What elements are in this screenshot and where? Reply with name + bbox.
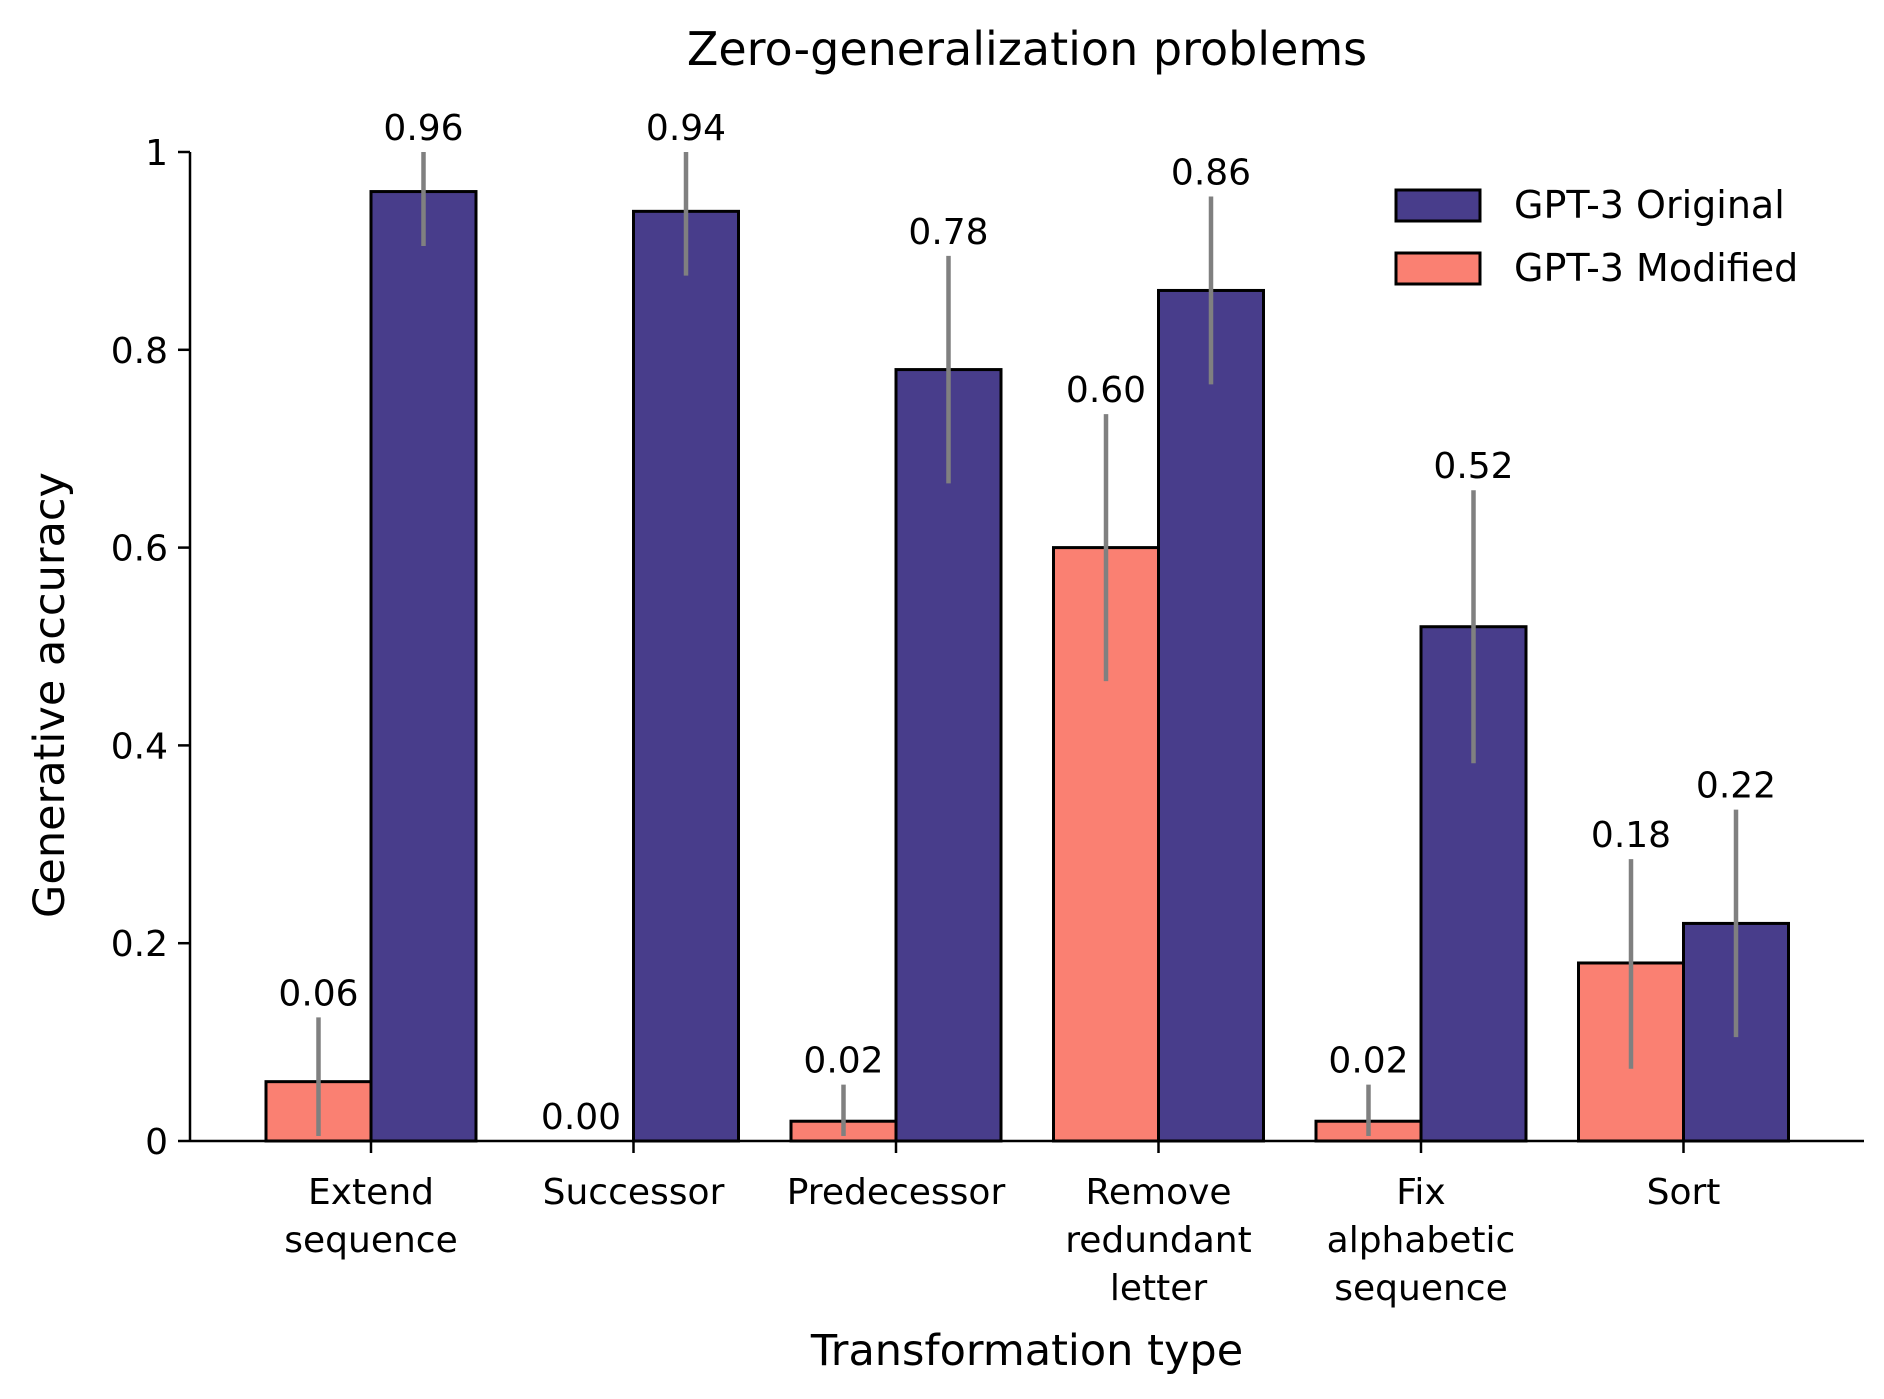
x-tick-label: Remove redundant letter <box>1065 1172 1252 1309</box>
axes-group: 0 0.2 0.4 0.6 0.8 1 Extend sequence Successor Pre… <box>111 133 1864 1309</box>
data-label: 0.22 <box>1696 766 1776 807</box>
y-tick-label: 0.4 <box>111 726 168 767</box>
data-label: 0.60 <box>1066 370 1146 411</box>
y-tick-label: 0.8 <box>111 331 168 372</box>
legend-swatch <box>1394 251 1482 286</box>
y-axis-label: Generative accuracy <box>25 472 75 918</box>
data-label: 0.00 <box>541 1097 621 1138</box>
x-tick-label: Successor <box>543 1172 725 1213</box>
data-label: 0.96 <box>383 108 463 149</box>
bars-group: 0.06 0.00 0.02 0.60 0.02 0.18 0.96 0.94 0.78 0.86… <box>264 108 1790 1143</box>
legend-swatch <box>1394 188 1482 223</box>
x-tick-label: Sort <box>1647 1172 1721 1213</box>
data-label: 0.78 <box>908 212 988 253</box>
x-axis-label: Transformation type <box>810 1326 1243 1376</box>
chart-title: Zero-generalization problems <box>687 22 1367 76</box>
bar-original <box>632 209 740 1143</box>
data-label: 0.18 <box>1591 815 1671 856</box>
y-tick-label: 1 <box>145 133 168 174</box>
y-tick-label: 0.6 <box>111 529 168 570</box>
bar-original <box>369 190 478 1143</box>
legend-label: GPT-3 Original <box>1514 183 1785 227</box>
data-label: 0.02 <box>803 1041 883 1082</box>
bar-original <box>1157 288 1265 1143</box>
data-label: 0.52 <box>1433 446 1513 487</box>
legend: GPT-3 Original GPT-3 Modified <box>1394 183 1798 290</box>
y-tick-label: 0.2 <box>111 924 168 965</box>
x-tick-label: Fix alphabetic sequence <box>1327 1172 1516 1309</box>
x-tick-label: Predecessor <box>787 1172 1006 1213</box>
x-tick-label: Extend sequence <box>284 1172 457 1261</box>
bar-original <box>894 368 1003 1143</box>
legend-label: GPT-3 Modified <box>1514 246 1798 290</box>
data-label: 0.86 <box>1171 153 1251 194</box>
data-label: 0.06 <box>278 973 358 1014</box>
data-label: 0.02 <box>1328 1041 1408 1082</box>
y-tick-label: 0 <box>145 1122 168 1163</box>
data-label: 0.94 <box>646 108 726 149</box>
